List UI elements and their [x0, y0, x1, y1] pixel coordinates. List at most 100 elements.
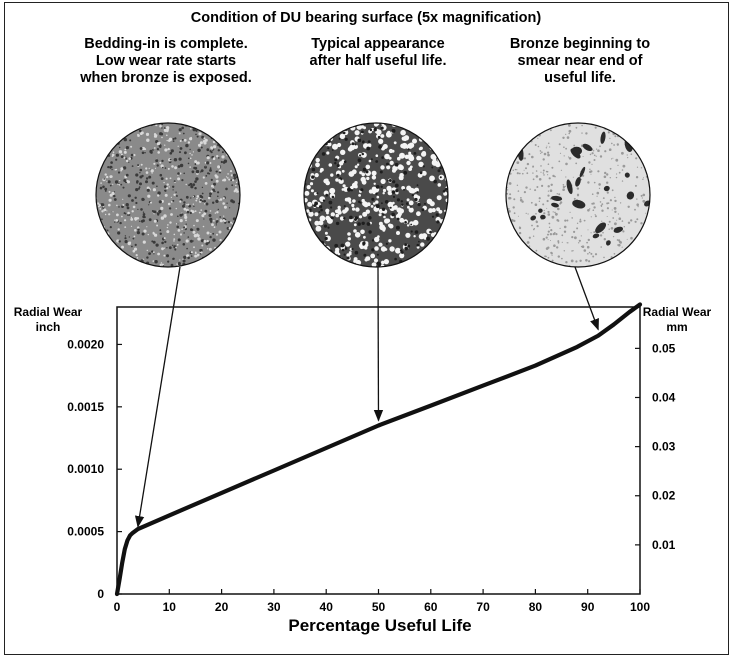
micrograph-speck [227, 257, 230, 260]
micrograph-speck [196, 195, 200, 198]
micrograph-speck [353, 259, 357, 263]
micrograph-speck [123, 126, 127, 129]
micrograph-speck [304, 254, 309, 258]
micrograph-speck [211, 147, 214, 150]
micrograph-speck [213, 182, 216, 186]
micrograph-speck [406, 160, 411, 166]
micrograph-speck [213, 220, 215, 222]
micrograph-speck [165, 126, 168, 129]
micrograph-speck [444, 151, 448, 157]
micrograph-speck [642, 178, 644, 180]
micrograph-speck [357, 222, 361, 226]
micrograph-speck [379, 224, 386, 231]
micrograph-speck [648, 174, 650, 177]
micrograph-speck [516, 246, 519, 249]
micrograph-speck [347, 146, 353, 152]
micrograph-speck [130, 153, 134, 157]
micrograph-speck [183, 255, 187, 259]
micrograph-speck [546, 207, 548, 209]
micrograph-speck [630, 236, 633, 240]
micrograph-speck [96, 170, 99, 173]
micrograph-speck [107, 138, 109, 140]
micrograph-speck [223, 250, 226, 253]
micrograph-speck [201, 244, 204, 247]
micrograph-speck [547, 210, 550, 213]
micrograph-speck [574, 236, 577, 240]
micrograph-speck [557, 240, 560, 243]
micrograph-speck [637, 206, 639, 208]
micrograph-speck [232, 129, 234, 132]
micrograph-speck [191, 170, 195, 174]
micrograph-speck [126, 206, 130, 210]
micrograph-speck [561, 241, 563, 243]
micrograph-speck [404, 154, 409, 159]
micrograph-speck [375, 154, 379, 157]
micrograph-speck [332, 257, 335, 260]
micrograph-speck [119, 125, 123, 129]
micrograph-speck [304, 124, 309, 130]
micrograph-speck [635, 131, 637, 133]
micrograph-speck [404, 221, 407, 224]
micrograph-speck [516, 243, 518, 244]
micrograph-speck [208, 247, 212, 251]
micrograph-speck [532, 235, 535, 237]
micrograph-speck [125, 173, 129, 177]
micrograph-speck [614, 222, 617, 226]
micrograph-speck [568, 129, 572, 133]
micrograph-smear [626, 191, 635, 200]
micrograph-speck [371, 170, 377, 176]
micrograph-speck [616, 219, 618, 221]
micrograph-speck [627, 205, 630, 208]
micrograph-speck [548, 123, 550, 125]
x-tick-label: 40 [320, 600, 334, 614]
micrograph-speck [611, 158, 613, 160]
micrograph-speck [195, 177, 199, 181]
y-left-tick-label: 0 [97, 587, 104, 601]
micrograph-speck [343, 123, 348, 127]
micrograph-speck [518, 248, 521, 251]
micrograph-speck [534, 144, 537, 146]
micrograph-speck [561, 234, 564, 237]
micrograph-speck [524, 128, 527, 131]
micrograph-speck [313, 204, 317, 207]
micrograph-speck [352, 207, 356, 211]
micrograph-speck [223, 252, 227, 256]
micrograph-speck [173, 240, 175, 242]
micrograph-speck [506, 192, 509, 195]
micrograph-speck [431, 160, 436, 164]
micrograph-speck [551, 254, 553, 256]
micrograph-speck [419, 171, 423, 175]
micrograph-speck [96, 153, 99, 156]
micrograph-speck [587, 209, 590, 212]
micrograph-speck [319, 135, 323, 140]
micrograph-speck [210, 233, 212, 235]
micrograph-speck [145, 132, 150, 136]
micrograph-speck [222, 197, 225, 200]
micrograph-speck [183, 138, 187, 142]
micrograph-smear [603, 185, 610, 192]
micrograph-speck [334, 243, 339, 248]
micrograph-speck [141, 232, 145, 236]
micrograph-speck [392, 168, 396, 173]
micrograph-speck [223, 159, 228, 163]
micrograph-speck [200, 171, 202, 173]
x-tick-label: 30 [267, 600, 281, 614]
axis-ticks: 0 10 20 30 40 50 60 70 80 90 10000.00050.00100.001… [67, 337, 675, 614]
micrograph-speck [353, 229, 357, 233]
micrograph-speck [583, 249, 587, 252]
micrograph-speck [353, 144, 359, 149]
micrograph-speck [395, 247, 401, 254]
micrograph-speck [203, 199, 206, 203]
micrograph-speck [234, 134, 237, 137]
micrograph-speck [101, 246, 105, 250]
micrograph-speck [348, 201, 352, 204]
micrograph-speck [215, 224, 217, 226]
micrograph-speck [374, 236, 380, 243]
micrograph-speck [164, 148, 168, 152]
micrograph-speck [201, 214, 205, 218]
micrograph-speck [199, 194, 203, 198]
micrograph-speck [531, 155, 534, 159]
micrograph-smear [566, 179, 573, 195]
micrograph-speck [559, 227, 561, 229]
